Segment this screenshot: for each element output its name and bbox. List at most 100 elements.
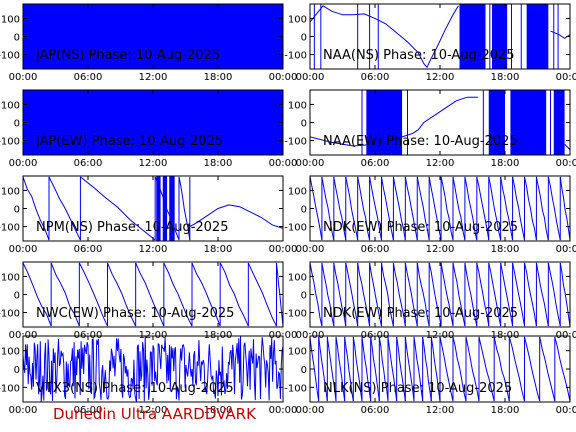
- x-tick-label: 18:00: [491, 158, 520, 169]
- chart-panel: 1000-10000:0006:0012:0018:0000:00NDK(EW)…: [284, 175, 576, 255]
- plot-area: [310, 176, 570, 241]
- phase-trace-line: [345, 262, 359, 327]
- phase-trace-line: [163, 262, 193, 327]
- chart-panel: 1000-10000:0006:0012:0018:0000:00NDK(EW)…: [284, 261, 576, 341]
- phase-trace-line: [465, 336, 480, 402]
- x-tick-label: 12:00: [139, 244, 168, 255]
- y-tick-label: 100: [288, 186, 307, 197]
- phase-trace-line: [539, 336, 556, 402]
- x-tick-label: 06:00: [74, 158, 103, 169]
- phase-trace-line: [535, 176, 549, 241]
- chart-panel: 100 0 -100 00:00 06:00 12:00 18:00 00:00 NPM(NS)…: [0, 175, 297, 255]
- dense-trace-block: [526, 4, 549, 69]
- phase-trace-line: [361, 336, 372, 402]
- plot-area: [310, 336, 570, 402]
- phase-trace-line: [440, 262, 454, 327]
- y-tick-label: 0: [14, 365, 20, 376]
- phase-trace-line: [321, 176, 335, 241]
- phase-trace-line: [381, 176, 394, 241]
- phase-trace-line: [508, 336, 525, 402]
- phase-trace-line: [430, 336, 441, 402]
- y-tick-label: 100: [288, 14, 307, 25]
- phase-trace-line: [512, 176, 525, 241]
- footer-caption: Dunedin Ultra AARDDVARK: [53, 405, 256, 423]
- y-tick-label: -100: [284, 137, 307, 148]
- dense-trace-block: [23, 4, 283, 69]
- plot-area: [23, 176, 283, 241]
- phase-trace-line: [310, 336, 320, 402]
- x-tick-label: 00:00: [9, 244, 38, 255]
- footer: Dunedin Ultra AARDDVARK: [0, 404, 576, 424]
- phase-trace-line: [357, 262, 371, 327]
- x-tick-label: 00:00: [9, 158, 38, 169]
- phase-trace-line: [247, 262, 277, 327]
- x-tick-label: 00:00: [296, 72, 325, 83]
- phase-trace-line: [413, 336, 424, 402]
- phase-trace-line: [333, 176, 347, 241]
- phase-trace-line: [440, 176, 454, 241]
- panel-title: NAA(NS) Phase: 10-Aug-2025: [323, 48, 515, 63]
- phase-trace-line: [404, 176, 418, 241]
- chart-panel: 100 0 -100 00:00 06:00 12:00 18:00 00:00 NAA(EW)…: [284, 89, 576, 169]
- plot-area: [23, 336, 283, 402]
- phase-trace-line: [310, 176, 323, 241]
- phase-trace-line: [357, 176, 371, 241]
- panel-title: JAP(NS) Phase: 10-Aug-2025: [35, 48, 220, 63]
- chart-panel: 1000-10000:0006:0012:0018:0000:00NWC(EW)…: [0, 261, 297, 341]
- phase-trace-line: [416, 262, 430, 327]
- x-tick-label: 18:00: [204, 158, 233, 169]
- phase-trace-line: [476, 176, 490, 241]
- y-tick-label: 100: [1, 14, 20, 25]
- phase-trace-line: [310, 262, 323, 327]
- dense-trace-block: [169, 176, 175, 241]
- x-tick-label: 18:00: [204, 405, 233, 416]
- x-tick-label: 06:00: [74, 72, 103, 83]
- x-tick-label: 00:00: [556, 158, 576, 169]
- x-tick-label: 12:00: [426, 72, 455, 83]
- x-tick-label: 06:00: [74, 244, 103, 255]
- y-tick-label: 100: [1, 347, 20, 358]
- panel-title: NPM(NS) Phase: 10-Aug-2025: [36, 220, 228, 235]
- phase-trace-line: [488, 176, 502, 241]
- y-tick-label: -100: [0, 309, 20, 320]
- phase-trace-line: [493, 336, 510, 402]
- phase-trace-line: [344, 336, 354, 402]
- phase-trace-line: [369, 262, 382, 327]
- x-tick-label: 00:00: [269, 72, 298, 83]
- plot-area: [23, 90, 283, 155]
- phase-trace-line: [464, 262, 478, 327]
- y-tick-label: 100: [1, 272, 20, 283]
- phase-trace-line: [335, 336, 346, 402]
- x-tick-label: 12:00: [139, 158, 168, 169]
- phase-trace-line: [396, 336, 406, 402]
- y-tick-label: -100: [0, 137, 20, 148]
- panel-title: JAP(EW) Phase: 10-Aug-2025: [35, 134, 223, 149]
- phase-trace-line: [524, 336, 541, 402]
- dense-trace-block: [162, 176, 168, 241]
- phase-trace-line: [369, 176, 382, 241]
- x-tick-label: 06:00: [361, 158, 390, 169]
- x-tick-label: 18:00: [204, 72, 233, 83]
- y-tick-label: -100: [284, 309, 307, 320]
- phase-trace-line: [428, 176, 442, 241]
- y-tick-label: 0: [14, 119, 20, 130]
- phase-trace-line: [387, 336, 398, 402]
- dense-trace-block: [459, 4, 486, 69]
- phase-trace-line: [392, 176, 406, 241]
- y-tick-label: -100: [0, 51, 20, 62]
- phase-trace-line: [500, 176, 514, 241]
- x-tick-label: 12:00: [426, 158, 455, 169]
- phase-trace-line: [488, 262, 502, 327]
- y-tick-label: 0: [301, 33, 307, 44]
- y-tick-label: 0: [14, 33, 20, 44]
- plot-area: [310, 90, 570, 155]
- phase-trace-line: [318, 336, 328, 402]
- x-tick-label: 12:00: [426, 244, 455, 255]
- phase-trace-line: [404, 336, 415, 402]
- phase-trace-line: [154, 176, 180, 241]
- phase-trace-line: [524, 262, 537, 327]
- dense-trace-block: [553, 90, 565, 155]
- phase-trace-line: [547, 176, 561, 241]
- plot-area: [310, 4, 570, 69]
- phase-trace-line: [50, 262, 80, 327]
